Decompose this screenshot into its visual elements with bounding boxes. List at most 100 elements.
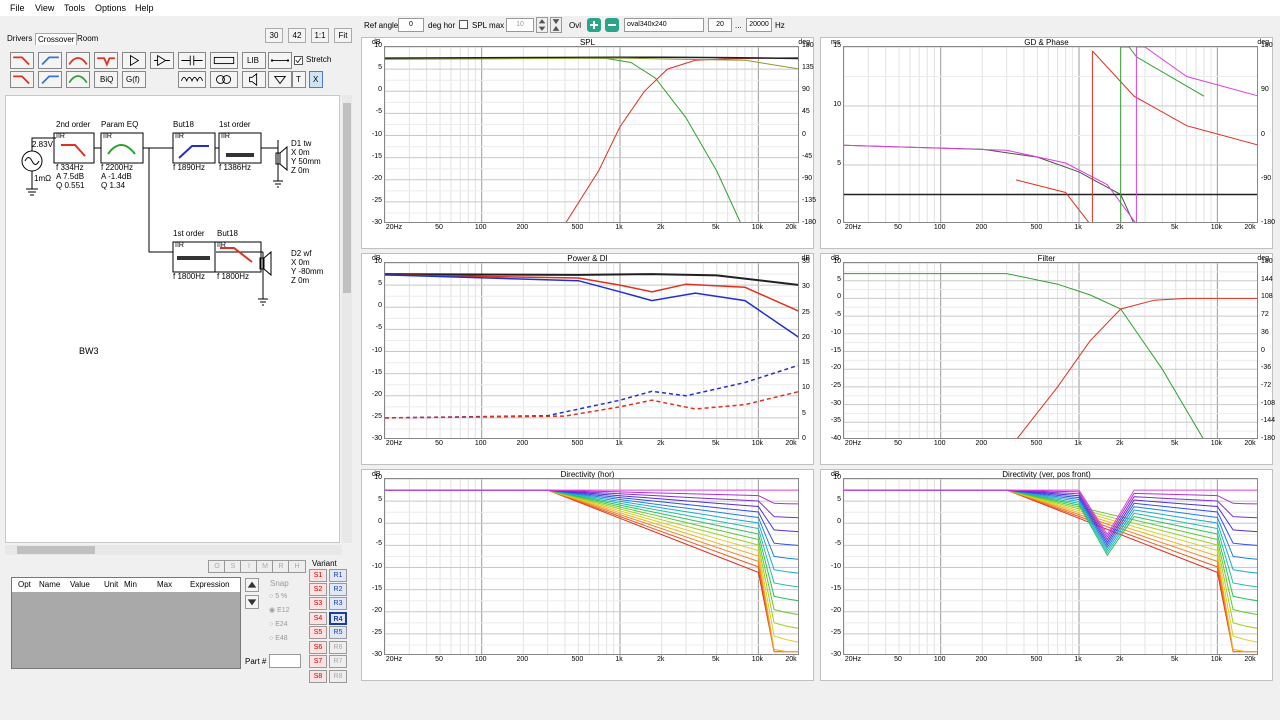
plot-area[interactable] <box>384 262 799 439</box>
schematic-canvas[interactable]: 2.83V 1mΩ 2nd order IIR f 334Hz A 7.5dB … <box>5 95 340 543</box>
part-input[interactable] <box>269 654 301 668</box>
tab-crossover[interactable]: Crossover <box>35 33 78 45</box>
eq-green-icon[interactable] <box>66 71 90 88</box>
plot-svg <box>844 479 1257 654</box>
variant-r4[interactable]: R4 <box>329 612 347 625</box>
biquad-button[interactable]: BiQ <box>94 71 118 88</box>
snap-e48-radio[interactable]: ○ E48 <box>269 635 288 642</box>
variant-r2[interactable]: R2 <box>329 583 347 596</box>
move-up-button[interactable] <box>245 578 259 592</box>
parameter-table[interactable]: Opt Name Value Unit Min Max Expression <box>11 577 241 669</box>
driver-d2[interactable]: D2 wf X 0m Y -80mm Z 0m <box>291 249 323 285</box>
zoom-1-1-button[interactable]: 1:1 <box>311 28 329 43</box>
snap-e24-radio[interactable]: ○ E24 <box>269 621 288 628</box>
zoom-30-button[interactable]: 30 <box>265 28 283 43</box>
variant-r1[interactable]: R1 <box>329 569 347 582</box>
power-di-chart[interactable]: Power & DI dB dB 10 5 0 -5 -10 -15 -20 -25 -30 35 30 2… <box>361 253 814 465</box>
lowpass-red-icon[interactable] <box>10 52 34 69</box>
variant-r5[interactable]: R5 <box>329 626 347 639</box>
menu-view[interactable]: View <box>35 3 55 13</box>
text-button[interactable]: T <box>292 71 306 88</box>
block-2nd-order[interactable]: 2nd order <box>54 120 90 129</box>
highpass-blue-icon[interactable] <box>38 52 62 69</box>
notch-icon[interactable] <box>94 52 118 69</box>
move-down-button[interactable] <box>245 595 259 609</box>
opt-h-button[interactable]: H <box>288 560 306 573</box>
stretch-checkbox[interactable] <box>294 56 303 65</box>
spl-chart[interactable]: SPL dB deg 10 5 0 -5 -10 -15 -20 -25 -30 180 135 90 45 0… <box>361 37 816 249</box>
gf-button[interactable]: G(f) <box>122 71 146 88</box>
directivity-hor-chart[interactable]: Directivity (hor) dB 10 5 0 -5 -10 -15 -20 -25 -30… <box>361 469 814 681</box>
directivity-ver-chart[interactable]: Directivity (ver, pos front) dB 10 5 0 -5 -10-… <box>820 469 1273 681</box>
tab-drivers[interactable]: Drivers <box>7 34 33 43</box>
opt-m-button[interactable]: M <box>256 560 274 573</box>
fmax-input[interactable]: 20000 <box>746 18 772 32</box>
driver-d1[interactable]: D1 tw X 0m Y 50mm Z 0m <box>291 139 321 175</box>
menu-tools[interactable]: Tools <box>64 3 86 13</box>
buffer-icon[interactable] <box>122 52 146 69</box>
project-name: BW3 <box>79 346 99 356</box>
ground-icon[interactable] <box>268 71 292 88</box>
block-but18-bottom[interactable]: But18 <box>217 229 238 238</box>
variant-s3[interactable]: S3 <box>309 597 327 610</box>
variant-s2[interactable]: S2 <box>309 583 327 596</box>
tab-room[interactable]: Room <box>77 34 99 43</box>
resistor-icon[interactable] <box>210 52 238 69</box>
ovl-remove-icon[interactable] <box>605 18 619 32</box>
spl-max-range-icon[interactable] <box>550 17 562 33</box>
lowpass2-red-icon[interactable] <box>10 71 34 88</box>
ovl-name-input[interactable]: oval340x240 <box>624 18 704 32</box>
snap-e12-radio[interactable]: ◉ E12 <box>269 607 290 614</box>
block-but18-top[interactable]: But18 <box>173 120 194 129</box>
lowpass <box>844 273 1204 438</box>
speaker-icon[interactable] <box>242 71 266 88</box>
variant-r3[interactable]: R3 <box>329 597 347 610</box>
amp-icon[interactable] <box>150 52 174 69</box>
capacitor-icon[interactable] <box>178 52 206 69</box>
plot-area[interactable] <box>384 46 799 223</box>
inductor-icon[interactable] <box>178 71 206 88</box>
variant-r7[interactable]: R7 <box>329 655 347 668</box>
plot-area[interactable] <box>843 262 1258 439</box>
filter-chart[interactable]: Filter dB deg 10 5 0 -5 -10 -15 -20 -25 -30 -35 -40 18… <box>820 253 1275 465</box>
highpass2-blue-icon[interactable] <box>38 71 62 88</box>
spl-max-spinner[interactable] <box>536 17 548 33</box>
variant-r8[interactable]: R8 <box>329 670 347 683</box>
variant-s8[interactable]: S8 <box>309 670 327 683</box>
variant-s1[interactable]: S1 <box>309 569 327 582</box>
plot-area[interactable] <box>843 46 1258 223</box>
opt-i-button[interactable]: I <box>240 560 258 573</box>
menu-file[interactable]: File <box>10 3 25 13</box>
vertical-scrollbar[interactable] <box>342 95 352 543</box>
bandpass-red-icon[interactable] <box>66 52 90 69</box>
menu-help[interactable]: Help <box>135 3 154 13</box>
horizontal-scrollbar[interactable] <box>5 545 342 555</box>
wire-icon[interactable] <box>268 52 292 69</box>
variant-s4[interactable]: S4 <box>309 612 327 625</box>
plot-area[interactable] <box>843 478 1258 655</box>
variant-s7[interactable]: S7 <box>309 655 327 668</box>
variant-r6[interactable]: R6 <box>329 641 347 654</box>
block-1st-order-bottom[interactable]: 1st order <box>173 229 205 238</box>
snap-5pct-radio[interactable]: ○ 5 % <box>269 593 288 600</box>
lib-button[interactable]: LIB <box>242 52 266 69</box>
y-tick-left: 0 <box>837 293 841 301</box>
fmin-input[interactable]: 20 <box>708 18 732 32</box>
zoom-42-button[interactable]: 42 <box>288 28 306 43</box>
plot-area[interactable] <box>384 478 799 655</box>
block-param-eq[interactable]: Param EQ <box>101 120 139 129</box>
variant-s5[interactable]: S5 <box>309 626 327 639</box>
chart-title: Directivity (hor) <box>560 470 615 479</box>
gd-phase-chart[interactable]: GD & Phase ms deg 15 10 5 0 180 90 0 -90 -180 20Hz 50… <box>820 37 1275 249</box>
zoom-fit-button[interactable]: Fit <box>334 28 352 43</box>
ovl-add-icon[interactable] <box>587 18 601 32</box>
ref-angle-input[interactable]: 0 <box>398 18 424 32</box>
block-1st-order-top[interactable]: 1st order <box>219 120 251 129</box>
transformer-icon[interactable] <box>210 71 238 88</box>
menu-options[interactable]: Options <box>95 3 127 13</box>
spl-max-input[interactable]: 10 <box>506 18 534 32</box>
opt-s-button[interactable]: S <box>224 560 242 573</box>
variant-s6[interactable]: S6 <box>309 641 327 654</box>
spl-max-checkbox[interactable] <box>459 20 468 29</box>
x-button[interactable]: X <box>309 71 323 88</box>
